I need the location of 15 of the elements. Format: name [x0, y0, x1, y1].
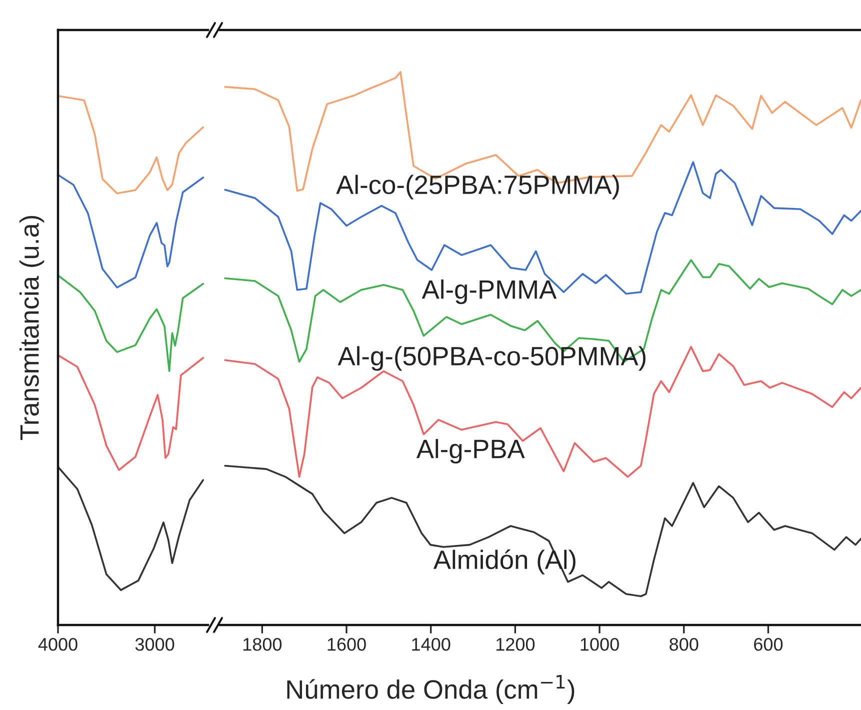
y-axis-title: Transmitancia (u.a) [20, 216, 44, 440]
x-tick-label: 1000 [580, 638, 619, 651]
x-tick-label: 3000 [135, 638, 174, 651]
series-label: Al-g-PMMA [422, 280, 557, 304]
x-tick-label: 1600 [328, 638, 366, 651]
series-label: Al-g-(50PBA-co-50PMMA) [338, 346, 646, 371]
x-axis-title: Número de Onda (cm$^{−1}$) [287, 675, 574, 704]
x-tick-label: 600 [754, 638, 783, 651]
x-tick-label: 1800 [243, 638, 282, 651]
x-tick-label: 1400 [412, 638, 450, 651]
series-label: Al-co-(25PBA:75PMMA) [336, 174, 619, 200]
x-tick-label: 4000 [38, 638, 78, 651]
x-tick-label: 1200 [496, 638, 535, 651]
series-label: Al-g-PBA [416, 438, 525, 464]
x-tick-label: 800 [670, 638, 698, 651]
